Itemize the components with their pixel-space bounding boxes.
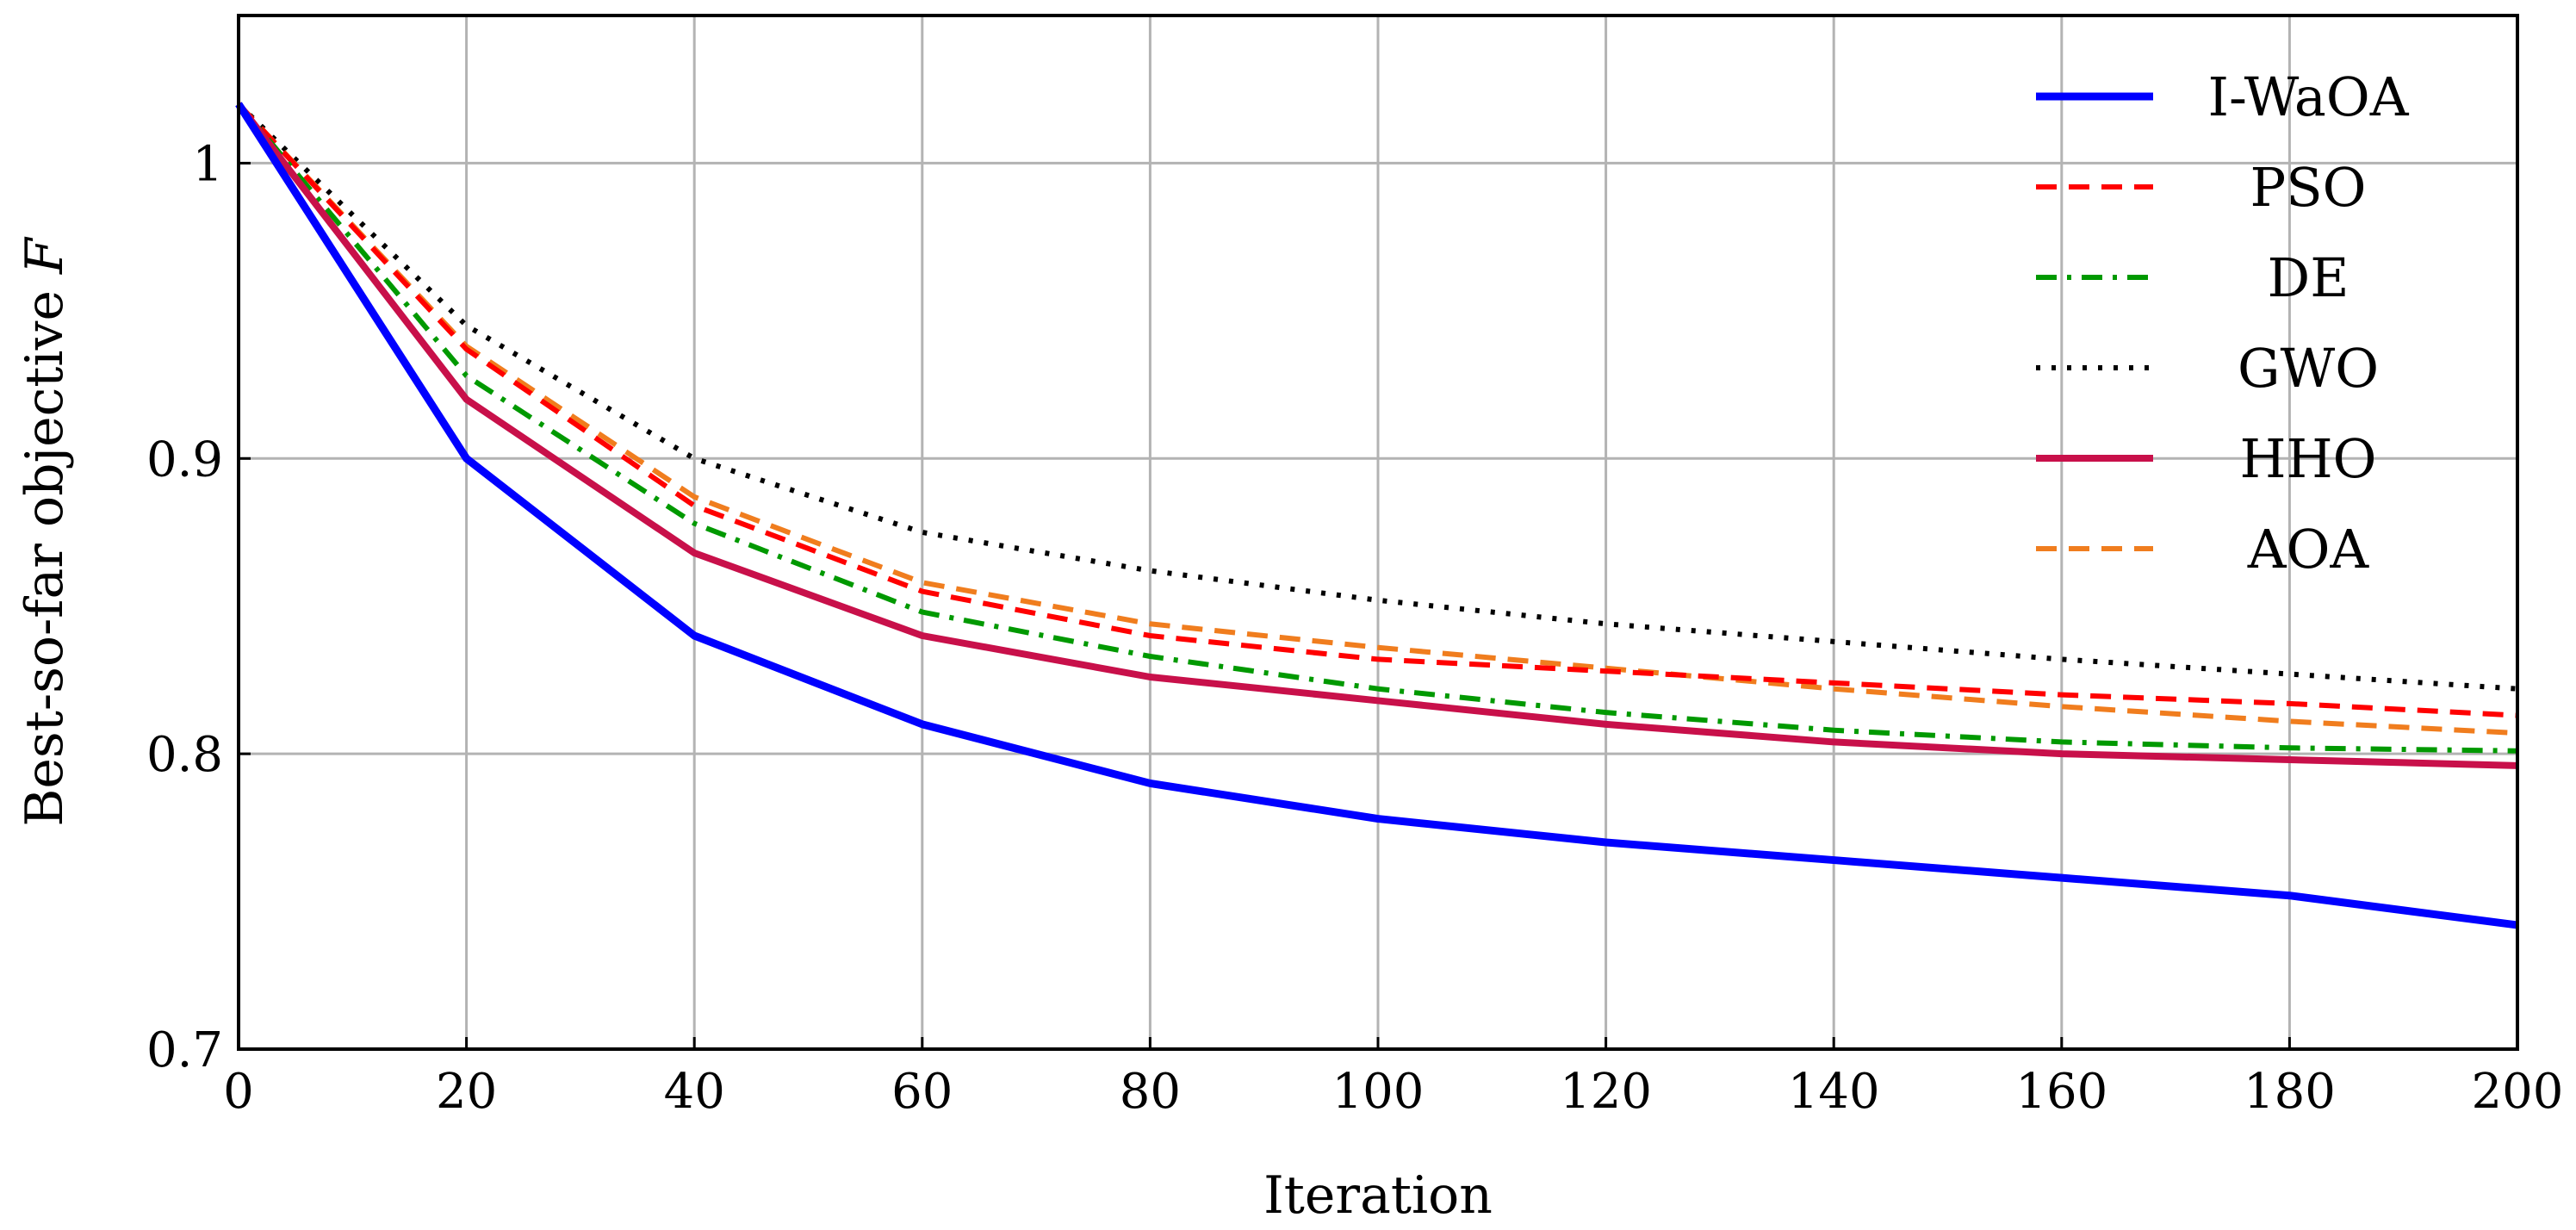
y-axis-label-variable: F — [15, 236, 75, 275]
series-line-i-waoa — [235, 102, 2518, 929]
x-tick-label: 80 — [1120, 1064, 1181, 1120]
series-line-de — [236, 102, 2518, 754]
x-tick-label: 160 — [2015, 1064, 2107, 1120]
y-axis-ticks: 0.7 0.8 0.9 1 — [146, 136, 251, 1078]
legend-label: GWO — [2238, 337, 2379, 400]
y-tick-label: 0.7 — [146, 1022, 223, 1078]
x-axis-label: Iteration — [1263, 1165, 1493, 1226]
y-axis-label-text: Best-so-far objective — [15, 274, 75, 827]
y-tick-label: 0.8 — [146, 727, 223, 783]
x-tick-label: 140 — [1788, 1064, 1880, 1120]
legend-label: AOA — [2247, 518, 2370, 581]
x-tick-label: 100 — [1332, 1064, 1425, 1120]
series-lines — [235, 102, 2518, 929]
y-tick-label: 0.9 — [146, 432, 223, 488]
x-tick-label: 0 — [223, 1064, 254, 1120]
x-tick-label: 120 — [1560, 1064, 1652, 1120]
legend-label: HHO — [2240, 427, 2377, 490]
x-tick-label: 180 — [2244, 1064, 2336, 1120]
series-line-aoa — [236, 102, 2518, 736]
y-tick-label: 1 — [192, 136, 223, 192]
y-axis-label: Best-so-far objective F — [15, 236, 75, 827]
series-line-hho — [235, 102, 2518, 769]
legend-label: PSO — [2250, 156, 2366, 219]
series-line-pso — [236, 102, 2518, 718]
x-tick-label: 60 — [891, 1064, 953, 1120]
x-axis-ticks: 0 20 40 60 80 100 120 140 160 180 200 — [223, 1037, 2563, 1120]
x-tick-label: 200 — [2472, 1064, 2564, 1120]
x-tick-label: 20 — [436, 1064, 497, 1120]
x-tick-label: 40 — [664, 1064, 725, 1120]
legend: I-WaOA PSO DE GWO HHO AOA — [2036, 65, 2410, 581]
legend-label: I-WaOA — [2208, 65, 2410, 128]
legend-label: DE — [2268, 246, 2349, 309]
